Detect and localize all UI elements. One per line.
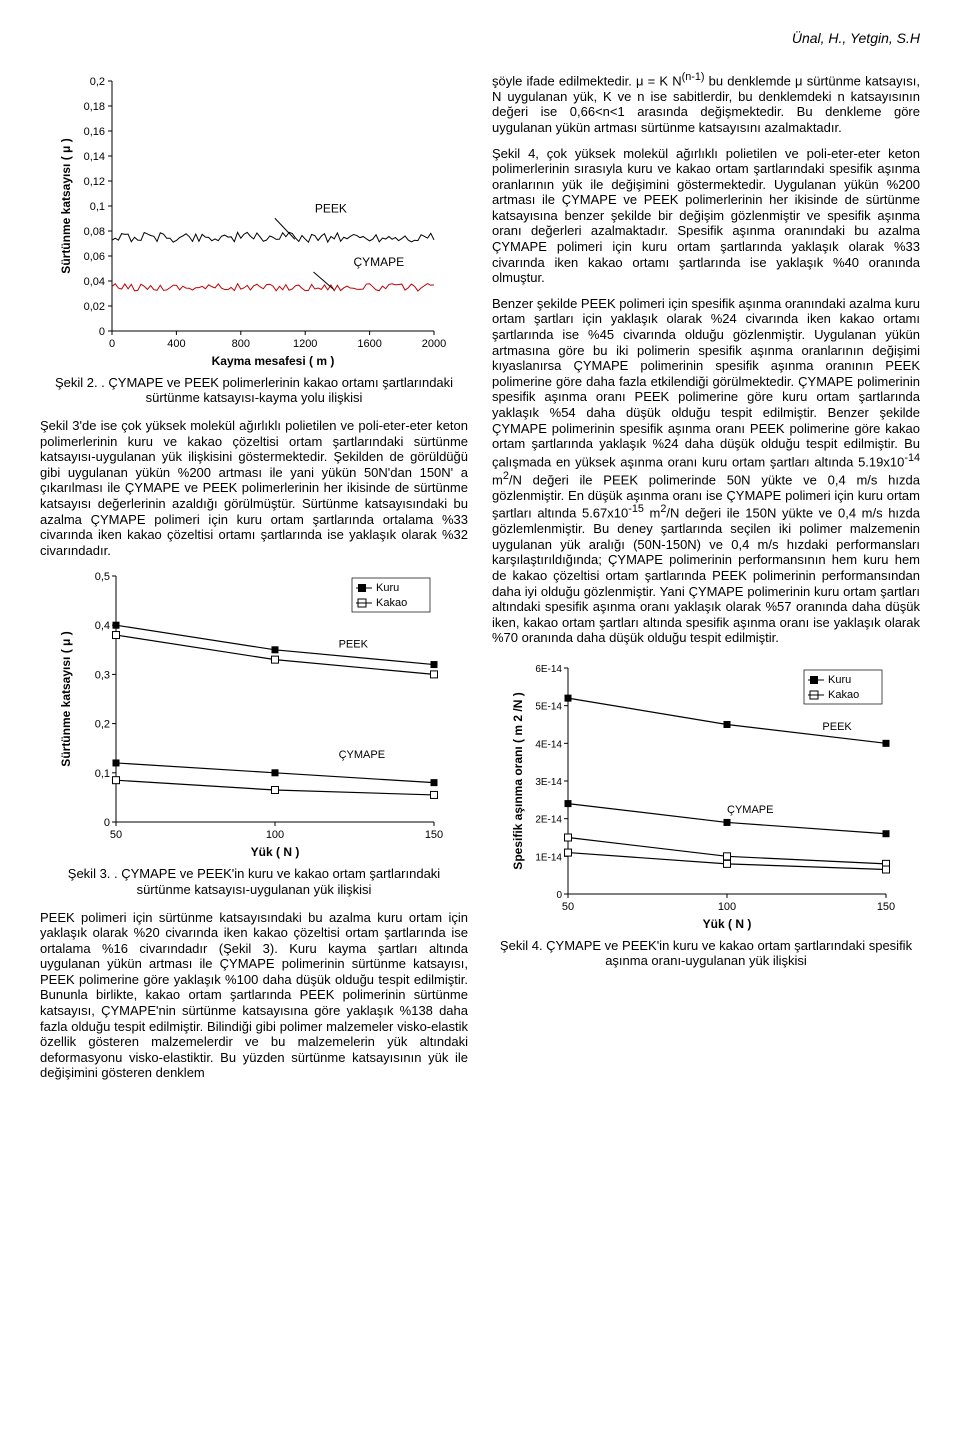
svg-text:0,04: 0,04 — [84, 276, 105, 288]
left-paragraph-1: Şekil 3'de ise çok yüksek molekül ağırlı… — [40, 418, 468, 558]
svg-text:Kakao: Kakao — [376, 597, 407, 609]
svg-text:5E-14: 5E-14 — [535, 702, 562, 713]
figure-2-chart: 0 400 800 1200 1600 2000 0 0,02 0,04 0,06 0,08 0,1 0… — [54, 71, 454, 371]
svg-text:50: 50 — [562, 901, 574, 913]
svg-text:ÇYMAPE: ÇYMAPE — [727, 804, 773, 816]
right-paragraph-3: Benzer şekilde PEEK polimeri için spesif… — [492, 296, 920, 646]
svg-text:1600: 1600 — [357, 338, 381, 350]
two-column-layout: 0 400 800 1200 1600 2000 0 0,02 0,04 0,06 0,08 0,1 0… — [40, 71, 920, 1085]
svg-text:Sürtünme katsayısı ( μ ): Sürtünme katsayısı ( μ ) — [59, 138, 73, 273]
figure-4-caption: Şekil 4. ÇYMAPE ve PEEK'in kuru ve kakao… — [492, 938, 920, 969]
svg-text:0,02: 0,02 — [84, 301, 105, 313]
svg-text:0,12: 0,12 — [84, 176, 105, 188]
svg-text:150: 150 — [877, 901, 895, 913]
figure-3-chart: 50 100 150 0 0,1 0,2 0,3 0,4 0,5 Yük ( N ) Sürtünm… — [54, 562, 454, 862]
svg-text:Kuru: Kuru — [828, 674, 851, 686]
left-paragraph-2: PEEK polimeri için sürtünme katsayısında… — [40, 910, 468, 1082]
svg-text:2E-14: 2E-14 — [535, 815, 562, 826]
svg-text:0,18: 0,18 — [84, 101, 105, 113]
svg-text:400: 400 — [167, 338, 185, 350]
svg-text:PEEK: PEEK — [339, 639, 369, 651]
svg-text:0,16: 0,16 — [84, 126, 105, 138]
svg-text:0,1: 0,1 — [95, 768, 110, 780]
svg-text:0,1: 0,1 — [90, 201, 105, 213]
svg-text:0: 0 — [556, 890, 562, 901]
figure-3-caption: Şekil 3. . ÇYMAPE ve PEEK'in kuru ve kak… — [40, 866, 468, 897]
svg-text:6E-14: 6E-14 — [535, 664, 562, 675]
svg-text:150: 150 — [425, 829, 443, 841]
svg-text:800: 800 — [232, 338, 250, 350]
svg-text:1200: 1200 — [293, 338, 317, 350]
svg-text:Yük ( N ): Yük ( N ) — [703, 917, 752, 931]
svg-text:0: 0 — [104, 817, 110, 829]
svg-text:0,5: 0,5 — [95, 571, 110, 583]
svg-text:2000: 2000 — [422, 338, 446, 350]
svg-text:100: 100 — [266, 829, 284, 841]
svg-text:3E-14: 3E-14 — [535, 777, 562, 788]
svg-text:50: 50 — [110, 829, 122, 841]
svg-text:Spesifik aşınma oranı ( m 2 /N: Spesifik aşınma oranı ( m 2 /N ) — [511, 692, 525, 869]
svg-text:Kakao: Kakao — [828, 689, 859, 701]
svg-text:PEEK: PEEK — [315, 201, 347, 215]
right-column: şöyle ifade edilmektedir. μ = K N(n-1) b… — [492, 71, 920, 1085]
svg-text:0: 0 — [99, 326, 105, 338]
svg-text:Kuru: Kuru — [376, 582, 399, 594]
author-header: Ünal, H., Yetgin, S.H — [40, 30, 920, 47]
svg-text:0,2: 0,2 — [95, 719, 110, 731]
right-paragraph-1: şöyle ifade edilmektedir. μ = K N(n-1) b… — [492, 71, 920, 136]
figure-2-caption: Şekil 2. . ÇYMAPE ve PEEK polimerlerinin… — [40, 375, 468, 406]
svg-text:0,3: 0,3 — [95, 670, 110, 682]
svg-text:0,08: 0,08 — [84, 226, 105, 238]
svg-text:ÇYMAPE: ÇYMAPE — [354, 255, 405, 269]
svg-text:0,4: 0,4 — [95, 621, 110, 633]
svg-text:Sürtünme katsayısı ( μ ): Sürtünme katsayısı ( μ ) — [59, 632, 73, 767]
svg-text:1E-14: 1E-14 — [535, 852, 562, 863]
svg-text:0,14: 0,14 — [84, 151, 105, 163]
svg-text:4E-14: 4E-14 — [535, 739, 562, 750]
svg-text:Yük ( N ): Yük ( N ) — [251, 845, 300, 859]
right-paragraph-2: Şekil 4, çok yüksek molekül ağırlıklı po… — [492, 146, 920, 286]
svg-text:0,2: 0,2 — [90, 76, 105, 88]
svg-text:0,06: 0,06 — [84, 251, 105, 263]
left-column: 0 400 800 1200 1600 2000 0 0,02 0,04 0,06 0,08 0,1 0… — [40, 71, 468, 1085]
svg-text:ÇYMAPE: ÇYMAPE — [339, 749, 385, 761]
svg-text:Kayma mesafesi ( m ): Kayma mesafesi ( m ) — [212, 354, 335, 368]
svg-text:0: 0 — [109, 338, 115, 350]
figure-4-chart: 50 100 150 0 1E-14 2E-14 3E-14 4E-14 5E-14 6E-14 Y… — [506, 654, 906, 934]
svg-text:PEEK: PEEK — [822, 721, 852, 733]
svg-text:100: 100 — [718, 901, 736, 913]
